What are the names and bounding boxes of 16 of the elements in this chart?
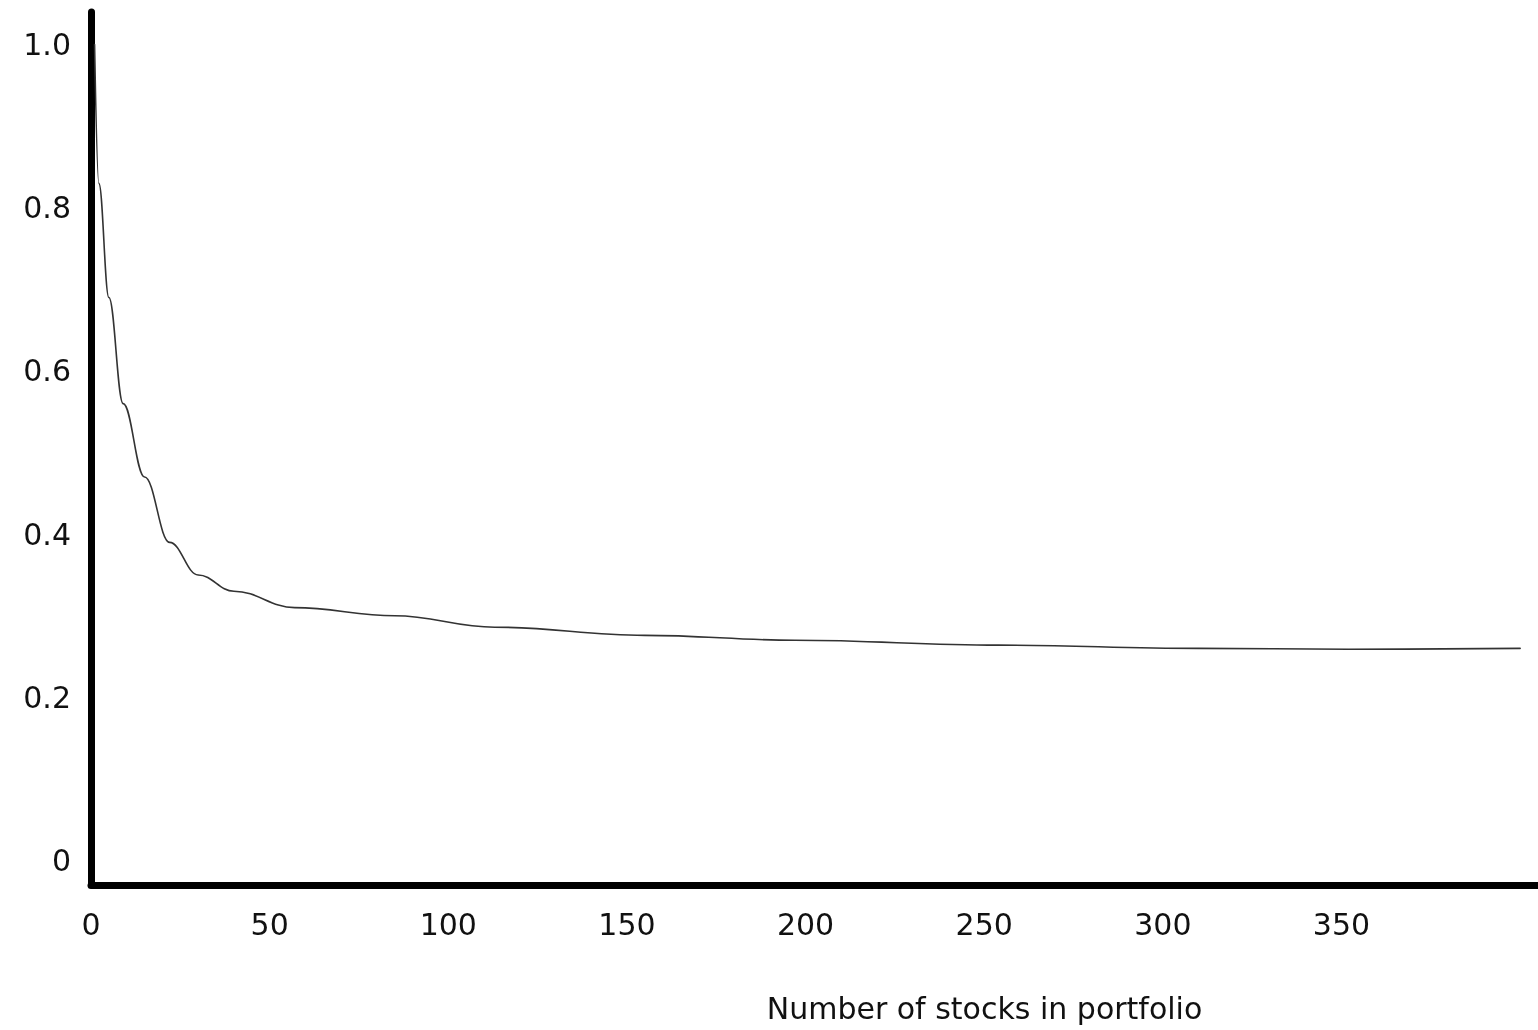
- x-tick-label: 150: [598, 906, 656, 942]
- y-tick-label: 0.6: [23, 353, 71, 389]
- x-tick-label: 100: [419, 906, 477, 942]
- y-tick-label: 0.8: [23, 190, 71, 226]
- x-tick-label: 50: [250, 906, 289, 942]
- x-tick-label: 200: [776, 906, 835, 942]
- x-tick-label: 250: [955, 906, 1013, 942]
- y-tick-label: 0.2: [23, 679, 71, 715]
- y-tick-label: 0: [51, 843, 71, 879]
- line-series: [93, 43, 1521, 651]
- y-tick-label: 1.0: [23, 27, 71, 63]
- x-tick-label: 0: [81, 906, 101, 942]
- x-tick-label: 300: [1134, 906, 1192, 942]
- x-axis-title: Number of stocks in portfolio: [766, 990, 1203, 1026]
- y-tick-label: 0.4: [23, 516, 71, 552]
- x-tick-label: 350: [1312, 906, 1371, 942]
